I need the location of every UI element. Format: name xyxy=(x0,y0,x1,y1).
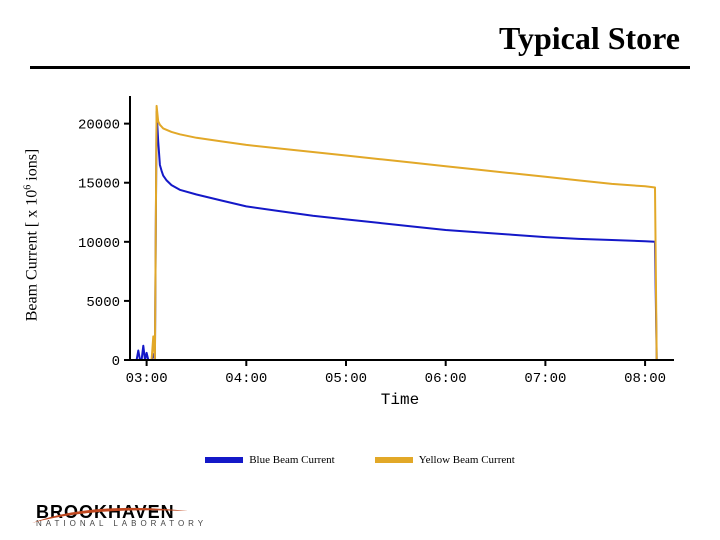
legend: Blue Beam Current Yellow Beam Current xyxy=(0,450,720,468)
ytick-label: 20000 xyxy=(78,118,120,134)
xtick-label: 06:00 xyxy=(425,371,467,387)
legend-label-blue: Blue Beam Current xyxy=(249,454,335,466)
xtick-label: 05:00 xyxy=(325,371,367,387)
xtick-label: 04:00 xyxy=(225,371,267,387)
xtick-label: 07:00 xyxy=(524,371,566,387)
ytick-label: 0 xyxy=(112,354,120,370)
ylabel-sup: 6 xyxy=(22,185,33,190)
ytick-label: 5000 xyxy=(86,295,120,311)
title-underline xyxy=(30,66,690,69)
brookhaven-logo: BROOKHAVEN NATIONAL LABORATORY xyxy=(36,503,207,528)
slide-title: Typical Store xyxy=(499,20,680,57)
y-axis-label: Beam Current [ x 106 ions] xyxy=(22,149,41,322)
legend-label-yellow: Yellow Beam Current xyxy=(419,454,515,466)
ylabel-prefix: Beam Current [ x 10 xyxy=(24,190,41,322)
xtick-label: 03:00 xyxy=(126,371,168,387)
legend-swatch-blue xyxy=(205,457,243,463)
slide-root: Typical Store Beam Current [ x 106 ions]… xyxy=(0,0,720,540)
logo-line2: NATIONAL LABORATORY xyxy=(36,520,207,528)
chart-area: 0 5000 10000 15000 20000 03:00 04:00 05:00 06:00… xyxy=(60,90,680,420)
ytick-label: 10000 xyxy=(78,236,120,252)
ytick-label: 15000 xyxy=(78,177,120,193)
xtick-label: 08:00 xyxy=(624,371,666,387)
y-axis-label-wrap: Beam Current [ x 106 ions] xyxy=(22,90,42,380)
ylabel-suffix: ions] xyxy=(24,149,41,185)
legend-swatch-yellow xyxy=(375,457,413,463)
x-axis-label: Time xyxy=(381,391,419,409)
legend-item-blue: Blue Beam Current xyxy=(205,454,335,466)
chart-svg: 0 5000 10000 15000 20000 03:00 04:00 05:00 06:00… xyxy=(60,90,680,420)
legend-item-yellow: Yellow Beam Current xyxy=(375,454,515,466)
